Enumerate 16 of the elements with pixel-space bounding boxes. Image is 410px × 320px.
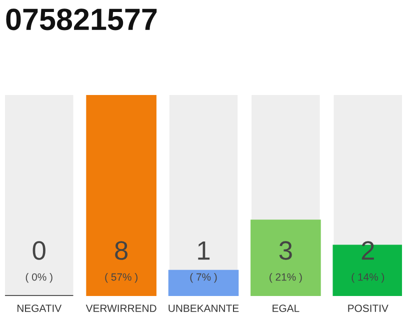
annotation: ( 21% ) (270, 273, 302, 283)
x-tick-label: EGAL (272, 304, 300, 312)
x-tick-label: NEGATIV (17, 304, 62, 312)
data-label: 2 (362, 241, 374, 260)
x-tick-label: POSITIV (348, 304, 388, 312)
x-tick-label: UNBEKANNTE (168, 304, 239, 312)
data-label: 0 (32, 241, 46, 260)
annotation: ( 57% ) (105, 273, 138, 283)
annotation: ( 0% ) (26, 273, 52, 283)
x-tick-label: VERWIRREND (86, 304, 156, 312)
data-label: 8 (115, 241, 128, 260)
data-label: 3 (279, 241, 292, 260)
chart-title: 075821577 (6, 8, 157, 30)
annotation: ( 14% ) (352, 273, 384, 283)
annotation: ( 7% ) (190, 273, 217, 283)
data-label: 1 (198, 241, 210, 260)
